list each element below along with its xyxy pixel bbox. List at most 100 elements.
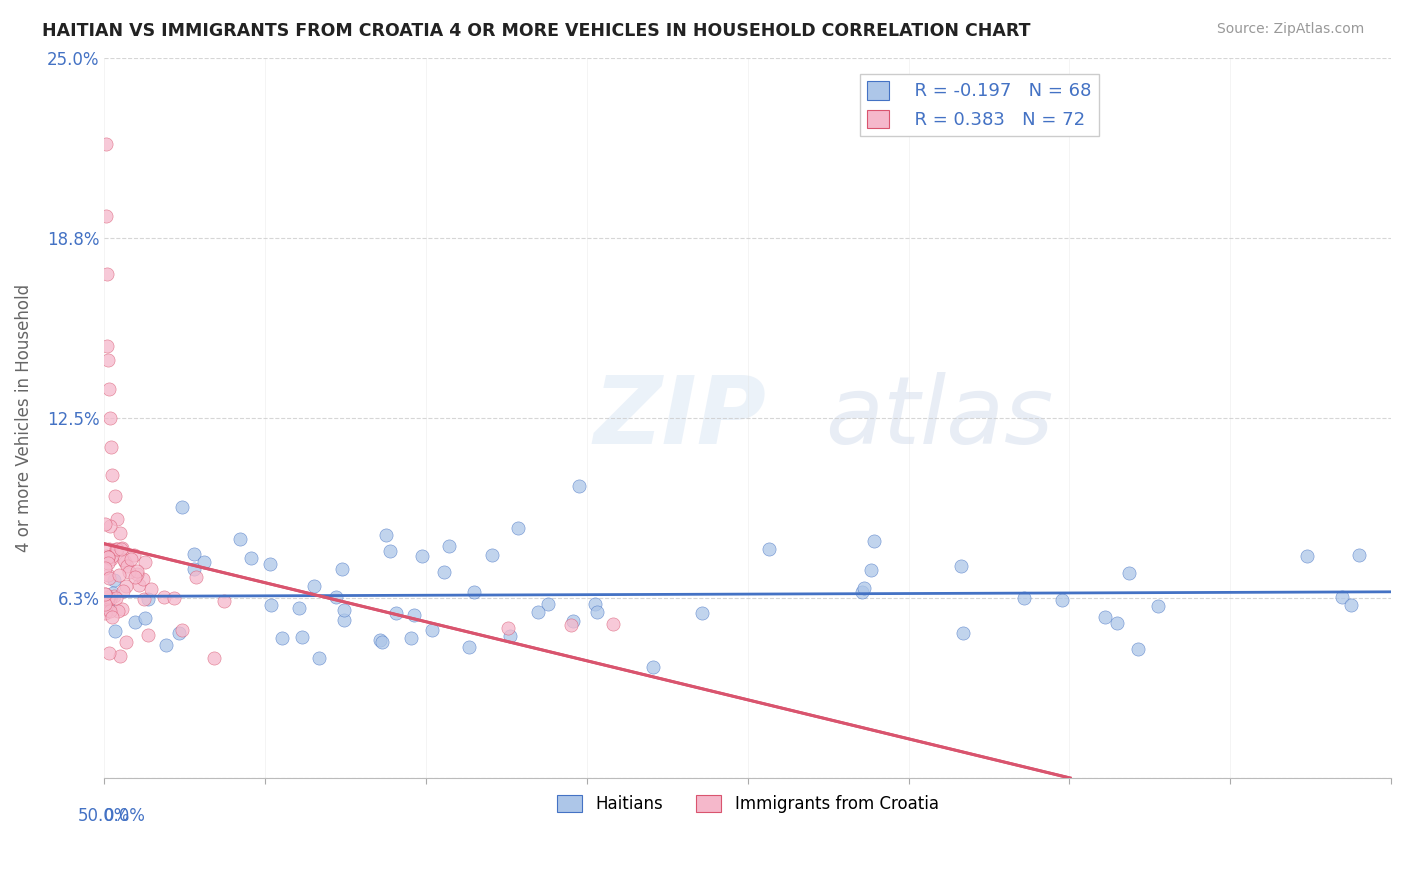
Point <box>758 541 780 556</box>
Point <box>111 601 134 615</box>
Point <box>94 597 117 611</box>
Point <box>239 551 262 566</box>
Point <box>103 589 125 603</box>
Text: Source: ZipAtlas.com: Source: ZipAtlas.com <box>1216 22 1364 37</box>
Point <box>193 555 215 569</box>
Point <box>204 651 226 665</box>
Point <box>114 634 136 648</box>
Point <box>183 562 205 576</box>
Point <box>100 604 122 618</box>
Point <box>97 603 120 617</box>
Point <box>371 635 394 649</box>
Text: HAITIAN VS IMMIGRANTS FROM CROATIA 4 OR MORE VEHICLES IN HOUSEHOLD CORRELATION C: HAITIAN VS IMMIGRANTS FROM CROATIA 4 OR … <box>42 22 1031 40</box>
Point <box>98 382 121 396</box>
Point <box>690 606 713 620</box>
Point <box>96 339 118 353</box>
Point <box>1147 599 1170 614</box>
Legend: Haitians, Immigrants from Croatia: Haitians, Immigrants from Croatia <box>550 789 945 820</box>
Point <box>586 605 609 619</box>
Point <box>101 549 124 563</box>
Point <box>103 573 125 587</box>
Point <box>100 440 122 454</box>
Point <box>375 528 398 542</box>
Point <box>399 631 422 645</box>
Point <box>291 630 314 644</box>
Text: 50.0%: 50.0% <box>77 807 131 825</box>
Point <box>114 555 136 569</box>
Point <box>124 615 146 630</box>
Point <box>308 650 330 665</box>
Point <box>108 567 131 582</box>
Point <box>97 550 120 565</box>
Point <box>1330 591 1353 605</box>
Point <box>859 564 882 578</box>
Point <box>97 592 120 607</box>
Point <box>433 565 456 579</box>
Point <box>98 646 121 660</box>
Point <box>94 137 117 152</box>
Point <box>105 542 128 557</box>
Point <box>170 500 193 515</box>
Point <box>1340 598 1362 612</box>
Point <box>260 599 283 613</box>
Point <box>105 542 128 557</box>
Point <box>134 592 156 607</box>
Point <box>385 606 408 620</box>
Point <box>184 569 207 583</box>
Point <box>583 598 606 612</box>
Point <box>437 539 460 553</box>
Point <box>94 606 117 620</box>
Point <box>167 626 190 640</box>
Point <box>97 567 120 582</box>
Point <box>96 267 118 281</box>
Point <box>568 479 591 493</box>
Point <box>332 603 354 617</box>
Point <box>1107 616 1129 631</box>
Point <box>602 617 624 632</box>
Point <box>853 581 876 595</box>
Point <box>1012 591 1035 606</box>
Point <box>155 638 177 652</box>
Point <box>134 611 156 625</box>
Point <box>134 555 156 569</box>
Point <box>380 543 402 558</box>
Point <box>499 629 522 643</box>
Point <box>1094 610 1116 624</box>
Point <box>131 572 153 586</box>
Point <box>1128 641 1150 656</box>
Point <box>863 534 886 549</box>
Point <box>128 578 150 592</box>
Point <box>952 626 974 640</box>
Point <box>105 511 128 525</box>
Point <box>527 605 550 619</box>
Point <box>98 591 121 606</box>
Point <box>98 519 121 533</box>
Text: atlas: atlas <box>825 372 1053 463</box>
Point <box>420 623 443 637</box>
Point <box>271 631 294 645</box>
Point <box>950 559 973 574</box>
Point <box>107 604 129 618</box>
Point <box>97 571 120 585</box>
Point <box>153 590 176 604</box>
Point <box>94 587 117 601</box>
Point <box>118 565 141 579</box>
Point <box>94 587 117 601</box>
Point <box>851 585 873 599</box>
Point <box>97 353 120 368</box>
Point <box>463 585 485 599</box>
Point <box>124 569 146 583</box>
Point <box>112 583 135 598</box>
Point <box>100 552 122 566</box>
Point <box>101 468 124 483</box>
Point <box>170 623 193 637</box>
Text: ZIP: ZIP <box>593 372 766 464</box>
Point <box>115 558 138 573</box>
Point <box>108 526 131 541</box>
Point <box>458 640 481 655</box>
Point <box>136 628 159 642</box>
Point <box>288 601 311 615</box>
Point <box>562 614 585 628</box>
Point <box>105 591 128 605</box>
Point <box>110 541 132 556</box>
